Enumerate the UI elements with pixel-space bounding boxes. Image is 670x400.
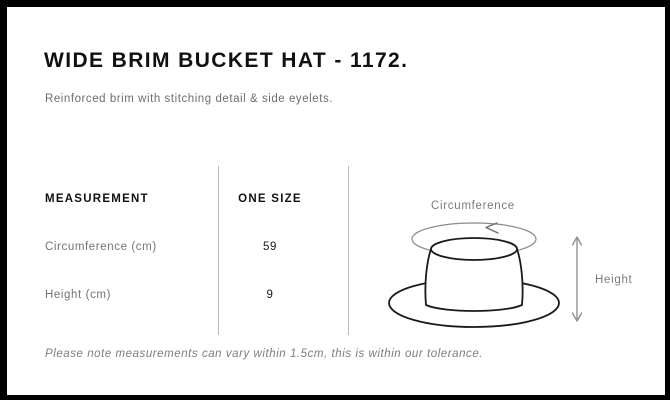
row-value-circumference: 59 bbox=[263, 241, 277, 253]
table-header-row: MEASUREMENT ONE SIZE bbox=[45, 193, 315, 241]
column-header-one-size: ONE SIZE bbox=[238, 193, 302, 205]
height-label: Height bbox=[595, 274, 633, 286]
card-inner: WIDE BRIM BUCKET HAT - 1172. Reinforced … bbox=[7, 7, 665, 395]
row-label-height: Height (cm) bbox=[45, 289, 112, 301]
tolerance-note: Please note measurements can vary within… bbox=[45, 348, 484, 360]
page-subtitle: Reinforced brim with stitching detail & … bbox=[45, 93, 334, 105]
height-arrowhead-bottom bbox=[571, 312, 583, 322]
measurement-table: MEASUREMENT ONE SIZE Circumference (cm) … bbox=[45, 193, 315, 337]
hat-crown-top bbox=[430, 237, 518, 261]
height-arrowhead-top bbox=[571, 236, 583, 246]
table-row: Height (cm) 9 bbox=[45, 289, 315, 337]
circumference-arrowhead bbox=[485, 222, 499, 234]
table-divider-left bbox=[218, 166, 219, 335]
bucket-hat-diagram: Circumference Height bbox=[369, 187, 659, 337]
bucket-hat-icon: Circumference Height bbox=[388, 200, 633, 328]
page-title: WIDE BRIM BUCKET HAT - 1172. bbox=[44, 49, 409, 72]
circumference-label: Circumference bbox=[431, 200, 515, 212]
column-header-measurement: MEASUREMENT bbox=[45, 193, 149, 205]
row-label-circumference: Circumference (cm) bbox=[45, 241, 157, 253]
row-value-height: 9 bbox=[266, 289, 274, 301]
table-divider-right bbox=[348, 166, 349, 335]
table-row: Circumference (cm) 59 bbox=[45, 241, 315, 289]
